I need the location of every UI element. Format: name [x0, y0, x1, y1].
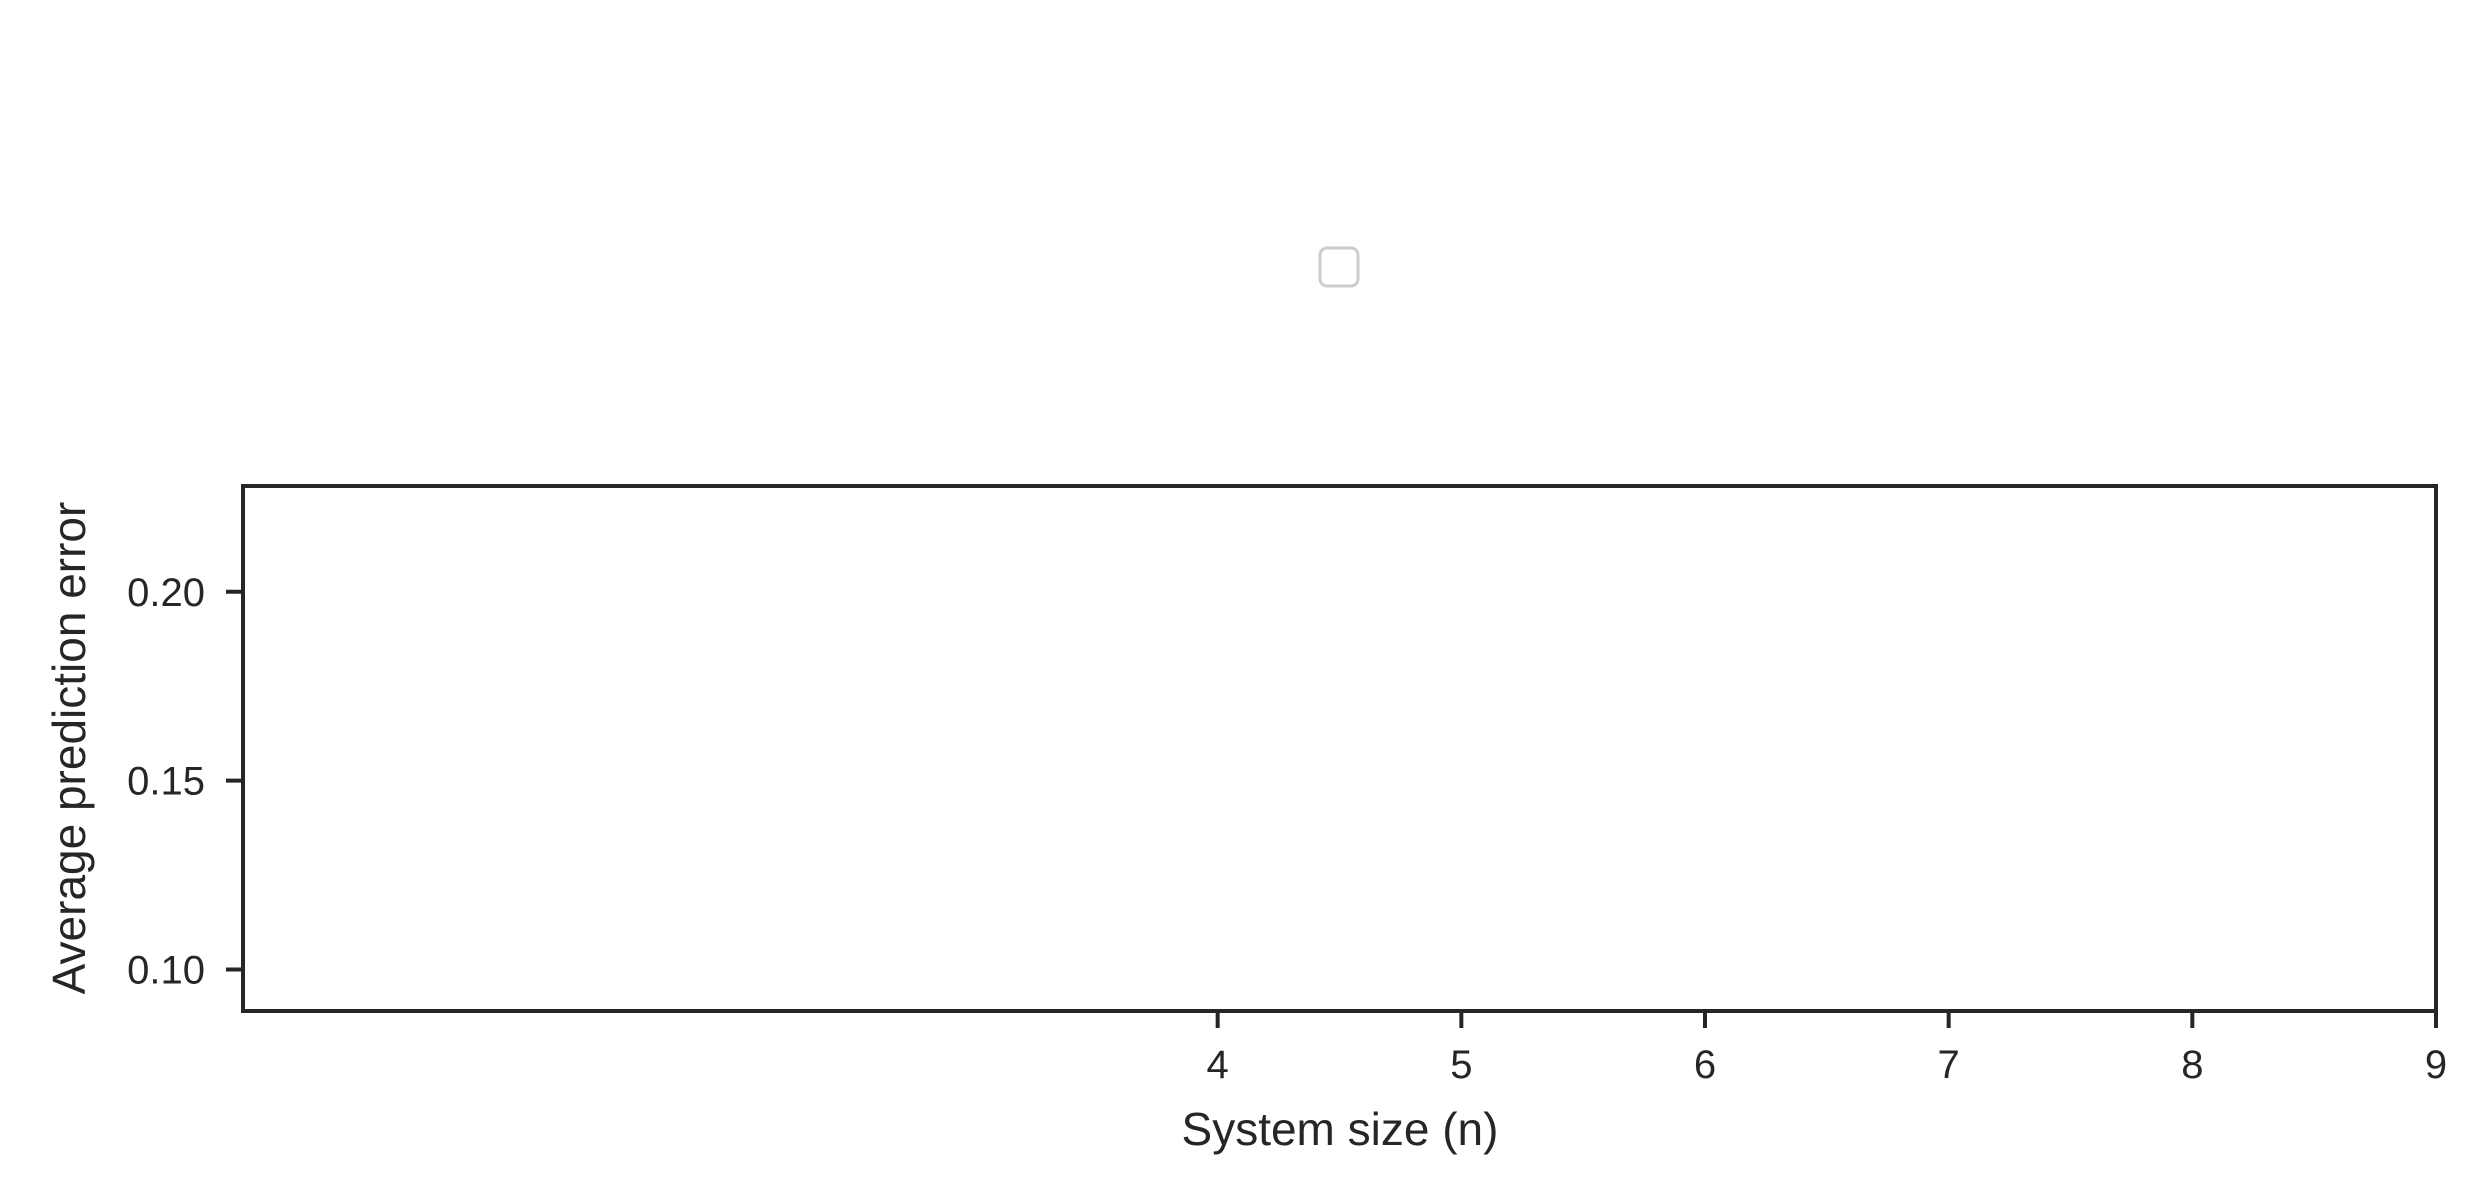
x-tick-label: 4 — [1207, 1043, 1229, 1087]
x-tick-label: 7 — [1938, 1043, 1960, 1087]
x-tick-label: 8 — [2181, 1043, 2203, 1087]
x-tick-label: 6 — [1694, 1043, 1716, 1087]
y-axis-label: Average prediction error — [43, 502, 95, 995]
y-axis-ticks: 0.10 0.15 0.20 — [127, 571, 243, 992]
x-tick-label: 5 — [1450, 1043, 1472, 1087]
legend-box — [1318, 246, 1360, 288]
x-axis-label: System size (n) — [1182, 1103, 1499, 1155]
x-tick-label: 9 — [2425, 1043, 2447, 1087]
y-tick-label: 0.10 — [127, 948, 205, 992]
plot-frame — [241, 484, 2438, 1013]
y-tick-label: 0.20 — [127, 571, 205, 615]
x-axis-ticks: 4 5 6 7 8 9 — [1207, 1011, 2447, 1087]
y-tick-label: 0.15 — [127, 760, 205, 804]
